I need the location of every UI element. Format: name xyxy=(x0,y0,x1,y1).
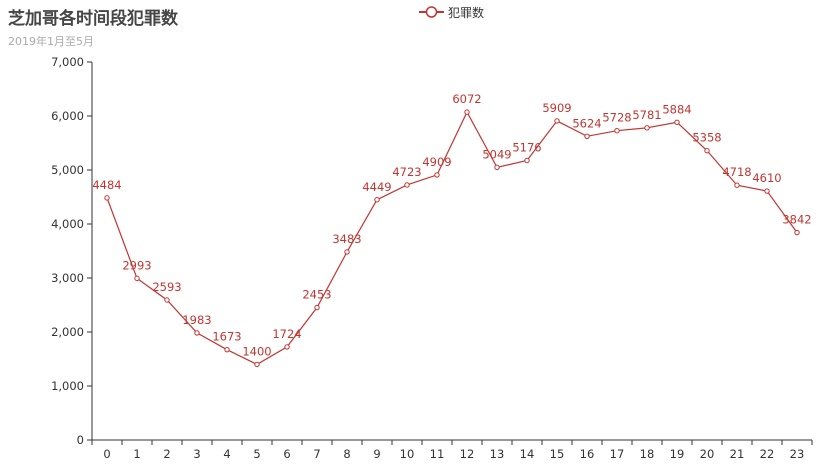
data-point xyxy=(764,188,770,194)
x-tick-label: 6 xyxy=(283,447,290,461)
x-tick-label: 21 xyxy=(730,447,745,461)
y-tick-label: 6,000 xyxy=(51,109,84,123)
data-point xyxy=(164,297,170,303)
data-label: 4718 xyxy=(722,165,751,179)
data-point xyxy=(494,164,500,171)
x-tick-label: 19 xyxy=(670,447,685,461)
data-point xyxy=(254,361,260,368)
y-tick-label: 4,000 xyxy=(51,217,84,231)
data-label: 5728 xyxy=(602,111,631,125)
x-tick-label: 7 xyxy=(313,447,320,461)
data-point xyxy=(134,275,140,282)
data-point xyxy=(524,157,530,164)
x-tick-label: 23 xyxy=(790,447,805,461)
series-layer xyxy=(104,109,800,368)
data-label: 5884 xyxy=(662,102,691,116)
data-label: 2593 xyxy=(152,280,181,294)
x-tick-label: 22 xyxy=(760,447,775,461)
x-tick-label: 4 xyxy=(223,447,230,461)
data-label: 1673 xyxy=(212,330,241,344)
data-label: 4723 xyxy=(392,165,421,179)
x-tick-label: 13 xyxy=(490,447,505,461)
data-label: 1400 xyxy=(242,344,271,358)
data-point xyxy=(194,330,200,336)
data-label: 5909 xyxy=(542,101,571,115)
data-label: 1983 xyxy=(182,313,211,327)
x-tick-label: 8 xyxy=(343,447,350,461)
data-point xyxy=(704,147,710,154)
x-tick-label: 15 xyxy=(550,447,565,461)
x-tick-label: 16 xyxy=(580,447,595,461)
y-tick-label: 1,000 xyxy=(51,379,84,393)
y-tick-label: 7,000 xyxy=(51,55,84,69)
data-point xyxy=(344,249,350,255)
x-tick-label: 3 xyxy=(193,447,200,461)
chart-title: 芝加哥各时间段犯罪数 xyxy=(8,9,178,29)
data-point xyxy=(794,229,800,236)
y-tick-label: 5,000 xyxy=(51,163,84,177)
legend-label: 犯罪数 xyxy=(448,5,485,20)
data-label: 4449 xyxy=(362,180,391,194)
data-label: 5358 xyxy=(692,131,721,145)
data-label: 5781 xyxy=(632,108,661,122)
x-tick-label: 0 xyxy=(103,447,110,461)
x-tick-label: 1 xyxy=(133,447,140,461)
data-point xyxy=(644,125,650,131)
data-point xyxy=(614,127,620,134)
data-label: 4909 xyxy=(422,155,451,169)
y-tick-label: 3,000 xyxy=(51,271,84,285)
x-tick-label: 18 xyxy=(640,447,655,461)
x-tick-label: 5 xyxy=(253,447,260,461)
data-label: 6072 xyxy=(452,92,481,106)
data-point xyxy=(584,133,590,140)
data-label: 5624 xyxy=(572,116,601,130)
data-label: 4484 xyxy=(92,178,121,192)
x-tick-label: 9 xyxy=(373,447,380,461)
x-tick-label: 11 xyxy=(430,447,445,461)
data-point xyxy=(374,197,380,203)
data-point xyxy=(404,182,410,188)
data-point xyxy=(674,119,680,125)
data-point xyxy=(224,346,230,353)
x-tick-label: 17 xyxy=(610,447,625,461)
data-point xyxy=(104,195,110,201)
x-tick-label: 2 xyxy=(163,447,170,461)
data-label: 5176 xyxy=(512,140,541,154)
data-label: 1724 xyxy=(272,327,301,341)
series-line xyxy=(106,110,798,366)
data-point xyxy=(284,344,290,350)
legend[interactable]: 犯罪数 xyxy=(419,4,484,20)
x-tick-label: 14 xyxy=(520,447,535,461)
data-label: 5049 xyxy=(482,147,511,161)
data-label: 3842 xyxy=(782,213,811,227)
data-point xyxy=(554,118,560,124)
data-label: 3483 xyxy=(332,232,361,246)
y-tick-label: 0 xyxy=(77,433,84,447)
data-label: 2993 xyxy=(122,258,151,272)
chart-subtitle: 2019年1月至5月 xyxy=(8,35,94,48)
y-tick-label: 2,000 xyxy=(51,325,84,339)
data-point xyxy=(734,182,740,188)
data-label: 2453 xyxy=(302,288,331,302)
x-tick-label: 12 xyxy=(460,447,475,461)
data-point xyxy=(434,172,440,178)
x-tick-label: 20 xyxy=(700,447,715,461)
x-tick-label: 10 xyxy=(400,447,415,461)
data-point xyxy=(314,304,320,311)
data-label: 4610 xyxy=(752,171,781,185)
data-point xyxy=(464,109,470,115)
legend-line-icon xyxy=(419,6,444,18)
